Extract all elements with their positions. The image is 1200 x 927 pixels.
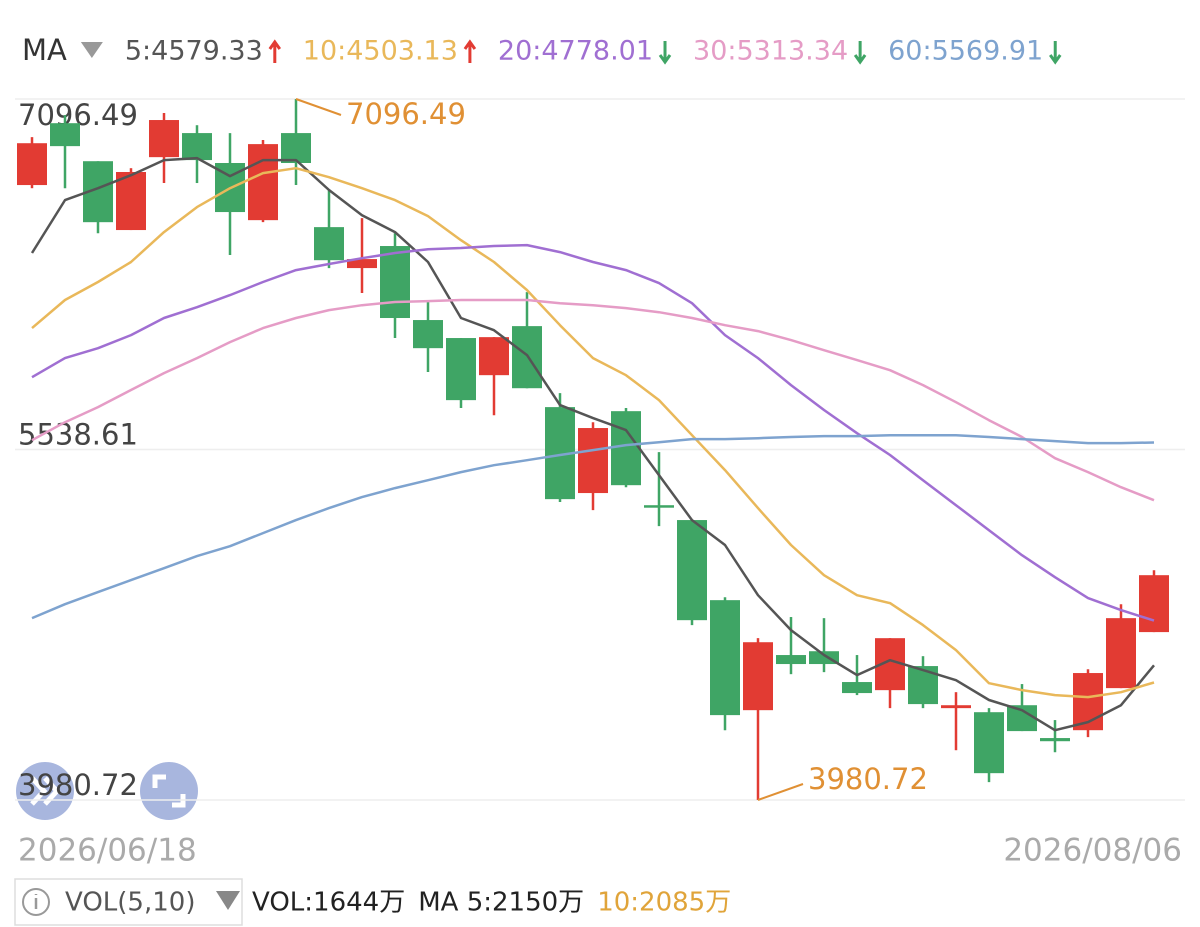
dropdown-triangle bbox=[80, 42, 103, 58]
dropdown-triangle bbox=[216, 891, 240, 910]
candle-body bbox=[50, 123, 80, 147]
candle-body bbox=[281, 133, 311, 164]
candle-body bbox=[314, 227, 344, 261]
candle-body bbox=[644, 505, 674, 508]
candle-body bbox=[974, 712, 1004, 774]
high-label: 7096.49 bbox=[346, 97, 466, 131]
button-circle bbox=[140, 762, 198, 820]
ma-line bbox=[31, 166, 1155, 699]
candle-body bbox=[941, 705, 971, 709]
volume-selector[interactable] bbox=[14, 878, 243, 926]
ma-line bbox=[31, 433, 1155, 620]
volume-value: MA 5:2150万 bbox=[418, 888, 584, 918]
candle-body bbox=[413, 320, 443, 349]
ma-line bbox=[30, 156, 1155, 732]
volume-value: VOL:1644万 bbox=[252, 888, 405, 918]
candle-body bbox=[710, 600, 740, 716]
indicator-label[interactable]: MA bbox=[22, 33, 67, 67]
candle-body bbox=[248, 144, 278, 221]
trend-arrow bbox=[463, 39, 477, 63]
candle-body bbox=[743, 642, 773, 711]
legend-entry: 5:4579.33 bbox=[125, 36, 263, 67]
fullscreen-button[interactable] bbox=[140, 762, 198, 820]
x-tick-label: 2026/06/18 bbox=[18, 833, 197, 869]
trend-arrow bbox=[853, 41, 867, 65]
high-connector bbox=[295, 98, 342, 116]
candle-body bbox=[479, 337, 509, 376]
trend-arrow bbox=[658, 41, 672, 65]
volume-indicator: VOL(5,10) bbox=[65, 888, 195, 918]
legend-entry: 30:5313.34 bbox=[693, 36, 848, 67]
candle-body bbox=[380, 246, 410, 319]
legend-entry: 10:4503.13 bbox=[303, 36, 458, 67]
ma-line bbox=[31, 298, 1155, 502]
trend-arrow bbox=[1049, 41, 1062, 65]
candle-body bbox=[1139, 575, 1169, 633]
candle-body bbox=[908, 666, 938, 705]
candle-body bbox=[116, 172, 146, 231]
candle-body bbox=[776, 655, 806, 665]
candle-body bbox=[611, 411, 641, 486]
low-label: 3980.72 bbox=[808, 762, 928, 796]
candle-body bbox=[182, 133, 212, 161]
candle-body bbox=[1106, 618, 1136, 689]
trend-arrow bbox=[268, 39, 282, 63]
candles bbox=[17, 99, 1169, 800]
legend-entry: 60:5569.91 bbox=[888, 36, 1043, 67]
info-icon[interactable] bbox=[22, 888, 50, 916]
legend-entry: 20:4778.01 bbox=[498, 36, 653, 67]
candle-body bbox=[347, 259, 377, 269]
candle-body bbox=[17, 143, 47, 186]
expand-icon bbox=[152, 774, 186, 808]
candle-body bbox=[446, 338, 476, 401]
x-tick-label: 2026/08/06 bbox=[1003, 833, 1182, 869]
y-tick-label: 5538.61 bbox=[18, 417, 138, 451]
low-connector bbox=[757, 783, 804, 801]
candle-body bbox=[842, 682, 872, 694]
ma-line bbox=[31, 243, 1155, 622]
candle-body bbox=[1073, 673, 1103, 731]
candle-body bbox=[578, 428, 608, 494]
candle-body bbox=[1040, 738, 1070, 742]
volume-value: 10:2085万 bbox=[597, 888, 731, 918]
candle-body bbox=[149, 120, 179, 158]
y-tick-label: 3980.72 bbox=[18, 768, 138, 802]
candle-body bbox=[677, 520, 707, 621]
